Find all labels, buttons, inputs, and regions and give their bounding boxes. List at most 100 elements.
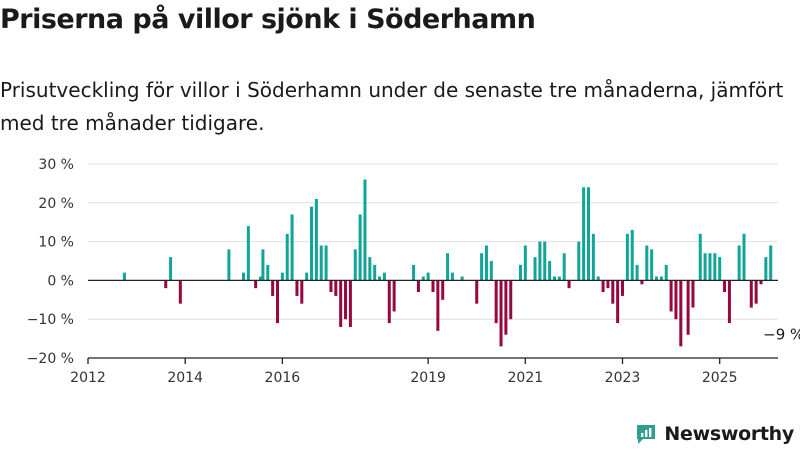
bar	[764, 257, 768, 281]
x-tick-label: 2019	[410, 370, 446, 386]
bar	[122, 272, 126, 281]
newsworthy-logo-text: Newsworthy	[664, 423, 794, 445]
bar	[436, 280, 440, 331]
bar	[691, 280, 695, 308]
bar	[577, 241, 581, 281]
chart-title: Priserna på villor sjönk i Söderhamn	[0, 4, 536, 35]
bar	[737, 245, 741, 281]
bar	[625, 233, 629, 281]
bar	[769, 245, 773, 281]
bar	[178, 280, 182, 304]
bar	[586, 187, 590, 281]
bar	[431, 280, 435, 293]
bar	[621, 280, 625, 296]
bar	[543, 241, 547, 281]
bar	[518, 264, 522, 281]
bar	[227, 249, 231, 281]
bar	[698, 233, 702, 281]
x-tick-label: 2016	[265, 370, 301, 386]
bar	[169, 257, 173, 281]
bar	[305, 272, 309, 281]
bar	[382, 272, 386, 281]
bar	[392, 280, 396, 312]
bar	[261, 249, 265, 281]
bar	[484, 245, 488, 281]
bar	[363, 179, 367, 281]
bar	[596, 276, 600, 281]
bar	[742, 233, 746, 281]
bar	[246, 226, 250, 281]
bar	[446, 253, 450, 281]
y-tick-label: 30 %	[38, 157, 74, 173]
bar	[523, 245, 527, 281]
bar	[650, 249, 654, 281]
bar	[591, 233, 595, 281]
bar	[601, 280, 605, 293]
bar	[285, 233, 289, 281]
bar	[509, 280, 513, 320]
bar	[460, 276, 464, 281]
bar	[300, 280, 304, 304]
bar	[353, 249, 357, 281]
bar	[373, 264, 377, 281]
bar	[664, 264, 668, 281]
bar	[504, 280, 508, 335]
y-tick-label: 20 %	[38, 196, 74, 212]
bar	[630, 229, 634, 281]
bar	[533, 257, 537, 281]
bar	[616, 280, 620, 324]
y-tick-label: 10 %	[38, 235, 74, 251]
newsworthy-logo: Newsworthy	[634, 420, 794, 448]
bar	[606, 280, 610, 289]
bar	[276, 280, 280, 324]
bar	[659, 276, 663, 281]
bar	[686, 280, 690, 335]
bar	[723, 280, 727, 293]
bar	[640, 280, 644, 285]
bar	[567, 280, 571, 289]
x-tick-label: 2021	[508, 370, 544, 386]
bar	[562, 253, 566, 281]
bar	[611, 280, 615, 304]
bar	[254, 280, 258, 289]
bar	[727, 280, 731, 324]
bar	[450, 272, 454, 281]
bar	[552, 276, 556, 281]
x-tick-label: 2025	[702, 370, 738, 386]
bar	[324, 245, 328, 281]
y-tick-label: 0 %	[47, 273, 74, 289]
bar	[344, 280, 348, 320]
bar	[295, 280, 299, 296]
bar	[674, 280, 678, 320]
bar	[494, 280, 498, 324]
bar	[548, 261, 552, 281]
bar	[416, 280, 420, 293]
bar	[334, 280, 338, 296]
bar	[290, 214, 294, 281]
bar	[358, 214, 362, 281]
bar	[441, 280, 445, 300]
bar	[266, 264, 270, 281]
bar	[241, 272, 245, 281]
bar	[713, 253, 717, 281]
bar	[348, 280, 352, 327]
bar	[310, 206, 314, 281]
bar	[557, 276, 561, 281]
bar	[538, 241, 542, 281]
bar	[339, 280, 343, 327]
bar-chart: 30 % 20 % 10 % 0 % −10 % −20 % 2012 2014 2016 201…	[27, 157, 800, 386]
bar	[421, 276, 425, 281]
bar	[426, 272, 430, 281]
bar	[635, 264, 639, 281]
bar	[669, 280, 673, 312]
bar	[749, 280, 753, 308]
x-tick-label: 2014	[167, 370, 203, 386]
x-tick-label: 2023	[605, 370, 641, 386]
bar	[489, 261, 493, 281]
newsworthy-logo-icon	[637, 425, 656, 444]
x-tick-label: 2012	[70, 370, 106, 386]
latest-value-annotation: −9 %	[763, 325, 800, 343]
bar	[475, 280, 479, 304]
bar	[582, 187, 586, 281]
bar	[280, 272, 284, 281]
